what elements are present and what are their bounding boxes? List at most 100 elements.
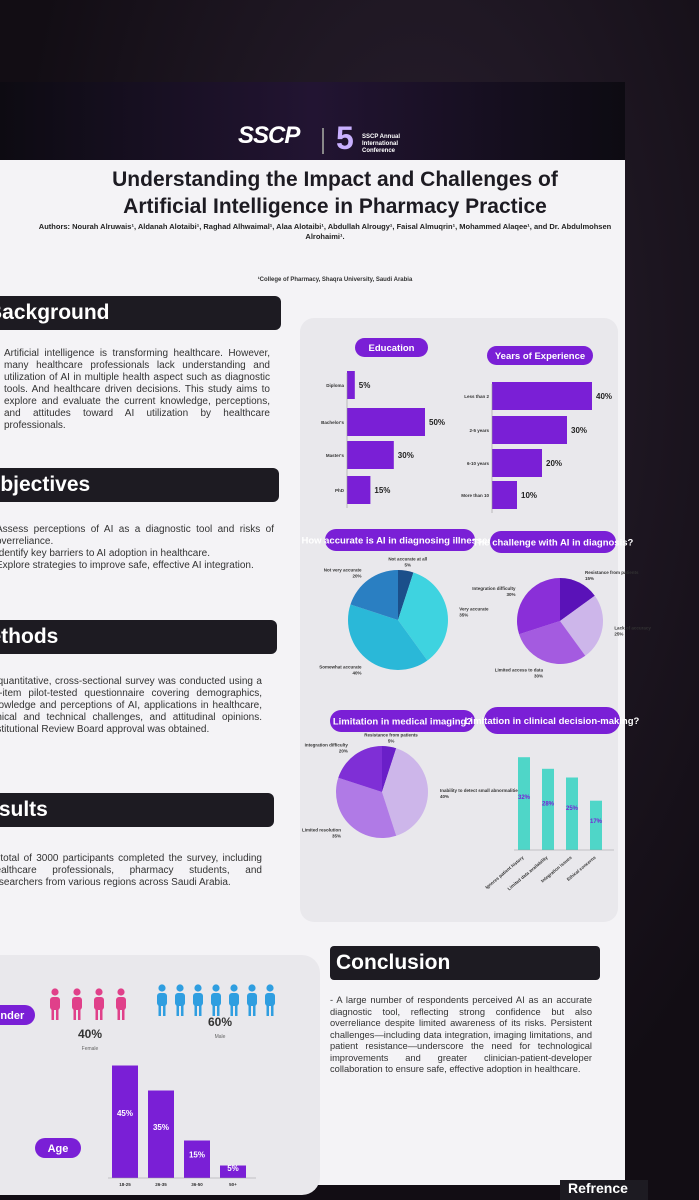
bar: [566, 777, 578, 850]
pie-slice: [560, 578, 595, 621]
value-label: 45%: [117, 1109, 133, 1118]
person-icon: [50, 997, 60, 1010]
section-heading: Conclusion: [330, 946, 600, 980]
category-label: Female: [82, 1046, 99, 1052]
section-heading: Objectives: [0, 468, 279, 502]
pie-slice: [517, 578, 560, 635]
value-label: 15%: [189, 1150, 205, 1159]
person-icon: [157, 993, 167, 1006]
slice-value: 35%: [332, 834, 341, 839]
person-icon: [163, 1005, 166, 1016]
category-label: 2-5 years: [469, 428, 489, 433]
bar: [347, 371, 355, 399]
slice-label: Very accurate: [459, 607, 489, 612]
slice-label: Not accurate at all: [388, 557, 427, 562]
conference-name: SSCP Annual International Conference: [362, 134, 401, 154]
bar: [542, 768, 554, 850]
bar: [492, 449, 542, 477]
age-pill: [35, 1138, 81, 1158]
person-icon: [176, 1005, 179, 1016]
person-icon: [56, 1009, 59, 1020]
slice-value: 15%: [585, 576, 594, 581]
objective: Explore strategies to improve safe, effe…: [0, 560, 254, 571]
category-label: Limited data availability: [507, 855, 549, 892]
person-icon: [248, 1005, 251, 1016]
pie-slice: [338, 746, 382, 792]
person-icon: [158, 984, 166, 992]
chart-title: How accurate is AI in diagnosing illness…: [301, 536, 498, 547]
bar: [220, 1165, 246, 1178]
value-label: 5%: [359, 381, 371, 390]
bar: [347, 408, 425, 436]
category-label: Less than 2: [464, 394, 489, 399]
pie-slice: [398, 572, 448, 661]
pie-slice: [348, 604, 428, 671]
chart-title-pill: [325, 529, 475, 551]
gender-pill: [0, 1005, 35, 1025]
person-icon: [230, 984, 238, 992]
category-label: Bachelor's: [321, 420, 344, 425]
bar: [590, 800, 602, 850]
category-label: Male: [215, 1034, 226, 1040]
person-icon: [230, 1005, 233, 1016]
bar: [518, 757, 530, 850]
value-label: 20%: [546, 459, 562, 468]
chart-title: Years of Experience: [495, 351, 585, 362]
category-label: 18-25: [119, 1182, 131, 1187]
chart-title: Limitation in clinical decision-making?: [465, 716, 640, 727]
bar: [184, 1140, 210, 1178]
person-icon: [247, 993, 257, 1006]
person-icon: [100, 1009, 103, 1020]
slice-value: 20%: [339, 749, 348, 754]
slice-label: Somewhat accurate: [319, 665, 362, 670]
value-label: 25%: [566, 806, 579, 812]
person-icon: [51, 988, 59, 996]
person-icon: [217, 1005, 220, 1016]
person-icon: [229, 993, 239, 1006]
value-label: 35%: [153, 1123, 169, 1132]
title-line: Understanding the Impact and Challenges …: [112, 168, 558, 191]
bar: [492, 382, 592, 410]
person-icon: [193, 993, 203, 1006]
person-icon: [248, 984, 256, 992]
person-icon: [212, 1005, 215, 1016]
chart-title: The challenge with AI in diagnosis?: [473, 538, 634, 549]
pie-slice: [398, 570, 414, 620]
slice-value: 30%: [534, 673, 543, 678]
slice-label: Resistance from patients: [585, 570, 639, 575]
slice-label: Limited access to data: [495, 667, 544, 672]
person-icon: [175, 993, 185, 1006]
person-icon: [235, 1005, 238, 1016]
slice-value: 5%: [388, 739, 395, 744]
category-label: PhD: [335, 488, 345, 493]
person-icon: [194, 984, 202, 992]
category-label: Diploma: [326, 383, 344, 388]
title: Understanding the Impact and Challenges …: [40, 166, 630, 220]
slice-label: Integration difficulty: [305, 743, 349, 748]
pie-slice: [350, 570, 398, 620]
person-icon: [253, 1005, 256, 1016]
authors: Authors: Nourah Alruwais¹, Aldanah Alota…: [38, 222, 612, 241]
person-icon: [117, 1009, 120, 1020]
value-label: 5%: [227, 1164, 239, 1173]
person-icon: [181, 1005, 184, 1016]
person-icon: [116, 997, 126, 1010]
pie-slice: [519, 621, 586, 664]
bar: [148, 1090, 174, 1178]
person-icon: [117, 988, 125, 996]
slice-label: Limited resolution: [302, 828, 341, 833]
results-text: A total of 3000 participants completed t…: [0, 853, 262, 888]
person-icon: [158, 1005, 161, 1016]
category-label: 26-35: [155, 1182, 167, 1187]
conclusion-text: - A large number of respondents perceive…: [330, 995, 592, 1074]
category-label: 6-10 years: [467, 461, 490, 466]
section-heading: Background: [0, 296, 281, 330]
person-icon: [176, 984, 184, 992]
category-label: More than 10: [461, 493, 489, 498]
poster-banner: [0, 82, 625, 162]
value-label: 15%: [374, 486, 390, 495]
person-icon: [95, 988, 103, 996]
affiliation: ¹College of Pharmacy, Shaqra University,…: [257, 277, 413, 283]
